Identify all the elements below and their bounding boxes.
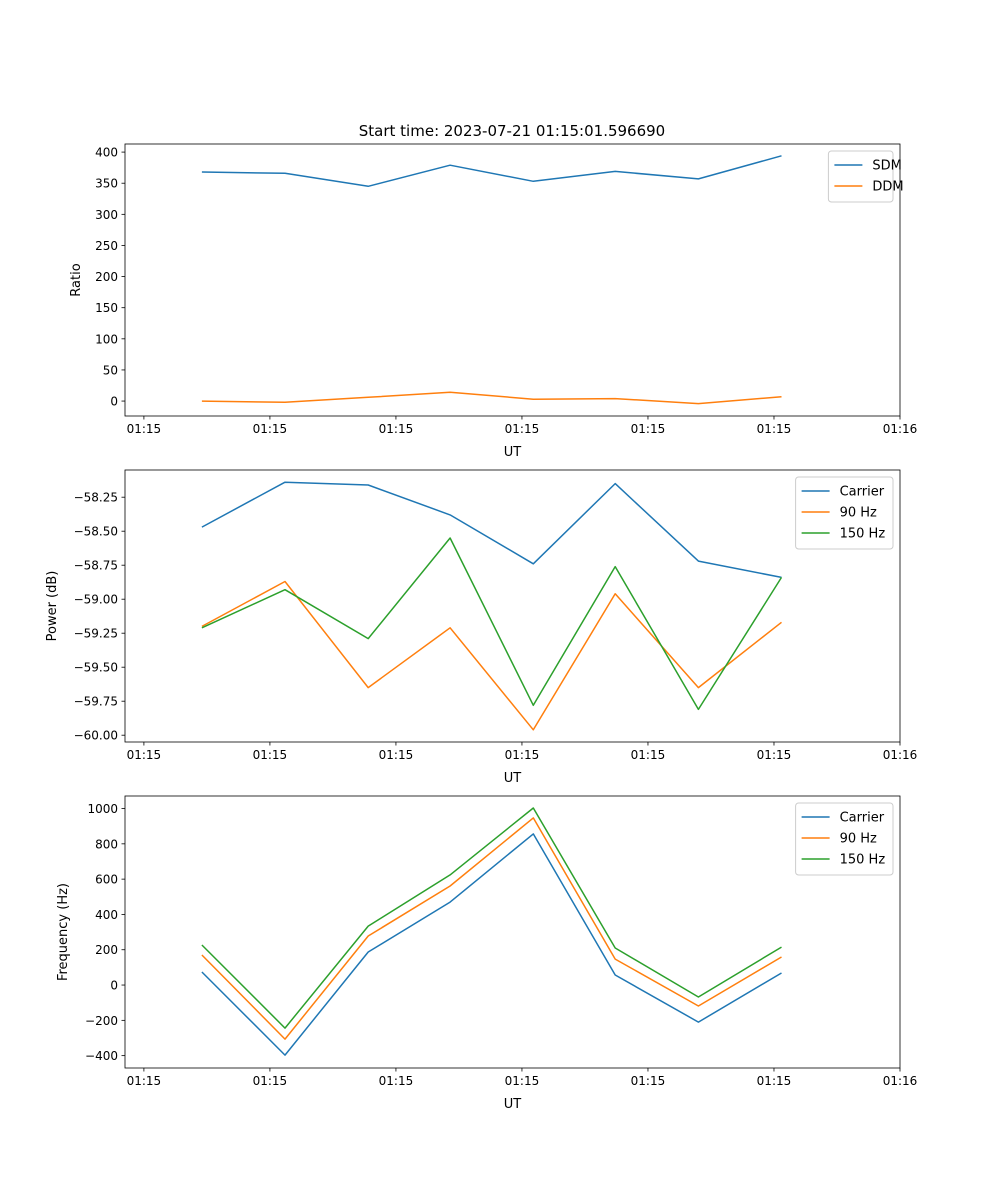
legend-label: SDM: [872, 159, 901, 174]
legend-label: 150 Hz: [840, 527, 886, 542]
x-tick-label: 01:15: [379, 1074, 414, 1088]
x-tick-label: 01:15: [379, 422, 414, 436]
x-axis-label: UT: [504, 445, 522, 460]
x-tick-label: 01:15: [505, 422, 540, 436]
x-tick-label: 01:16: [883, 748, 918, 762]
x-tick-label: 01:15: [757, 1074, 792, 1088]
x-tick-label: 01:15: [757, 748, 792, 762]
y-tick-label: 100: [95, 332, 118, 346]
subplot-2: 01:15 01:15 01:15 01:15 01:15 01:15 01:16 −60.0…: [45, 469, 918, 786]
figure-title: Start time: 2023-07-21 01:15:01.596690: [359, 122, 665, 140]
series-line-carrier: [201, 833, 782, 1056]
x-tick-label: 01:15: [127, 1074, 162, 1088]
series-line-carrier: [201, 481, 782, 579]
x-tick-label: 01:15: [505, 748, 540, 762]
series-line-90-hz: [201, 817, 782, 1040]
x-tick-label: 01:15: [505, 1074, 540, 1088]
y-axis-label: Power (dB): [45, 571, 60, 642]
y-tick-label: 800: [95, 837, 118, 851]
y-tick-label: −400: [85, 1049, 118, 1063]
legend: Carrier 90 Hz 150 Hz: [795, 802, 894, 876]
x-axis-label: UT: [504, 771, 522, 786]
legend-label: Carrier: [840, 811, 885, 826]
x-tick-label: 01:15: [379, 748, 414, 762]
y-tick-label: −59.50: [74, 661, 118, 675]
y-tick-label: 1000: [87, 802, 118, 816]
series-line-ddm: [201, 391, 782, 405]
x-axis-label: UT: [504, 1097, 522, 1112]
y-tick-label: −59.25: [74, 627, 118, 641]
x-tick-label: 01:15: [127, 422, 162, 436]
subplot-3: 01:15 01:15 01:15 01:15 01:15 01:15 01:16 −400 −…: [56, 795, 918, 1112]
x-tick-label: 01:15: [631, 1074, 666, 1088]
x-tick-label: 01:16: [883, 1074, 918, 1088]
subplot-1: 01:15 01:15 01:15 01:15 01:15 01:15 01:16 0 50 10…: [69, 143, 918, 460]
x-tick-label: 01:15: [127, 748, 162, 762]
y-axis-label: Ratio: [69, 263, 84, 296]
x-tick-label: 01:15: [253, 422, 288, 436]
legend-label: Carrier: [840, 485, 885, 500]
x-tick-label: 01:15: [631, 748, 666, 762]
x-tick-label: 01:15: [631, 422, 666, 436]
x-tick-label: 01:16: [883, 422, 918, 436]
legend-label: 90 Hz: [840, 506, 877, 521]
legend-box: [827, 150, 894, 203]
y-tick-label: −60.00: [74, 729, 118, 743]
legend-label: DDM: [872, 180, 903, 195]
y-tick-label: 350: [95, 177, 118, 191]
legend-box: [795, 802, 894, 876]
series-line-150-hz: [201, 807, 782, 1029]
x-tick-label: 01:15: [253, 1074, 288, 1088]
y-axis-label: Frequency (Hz): [56, 883, 71, 981]
y-tick-label: 250: [95, 239, 118, 253]
y-tick-label: 200: [95, 270, 118, 284]
axes-frame: [124, 143, 901, 417]
y-tick-label: −58.75: [74, 559, 118, 573]
legend-label: 90 Hz: [840, 832, 877, 847]
legend-label: 150 Hz: [840, 853, 886, 868]
axes-frame: [124, 795, 901, 1069]
legend-box: [795, 476, 894, 550]
legend: SDM DDM: [827, 150, 904, 203]
y-tick-label: 50: [103, 363, 118, 377]
series-line-90-hz: [201, 580, 782, 731]
axes-frame: [124, 469, 901, 743]
legend: Carrier 90 Hz 150 Hz: [795, 476, 894, 550]
y-tick-label: 300: [95, 208, 118, 222]
series-line-150-hz: [201, 537, 783, 711]
x-tick-label: 01:15: [253, 748, 288, 762]
y-tick-label: 0: [110, 979, 118, 993]
x-tick-label: 01:15: [757, 422, 792, 436]
y-tick-label: 400: [95, 146, 118, 160]
series-line-sdm: [201, 155, 782, 188]
y-tick-label: −58.50: [74, 525, 118, 539]
y-tick-label: 200: [95, 943, 118, 957]
y-tick-label: 150: [95, 301, 118, 315]
y-tick-label: −200: [85, 1014, 118, 1028]
y-tick-label: −59.75: [74, 695, 118, 709]
y-tick-label: 400: [95, 908, 118, 922]
y-tick-label: 600: [95, 873, 118, 887]
y-tick-label: −58.25: [74, 491, 118, 505]
y-tick-label: 0: [110, 395, 118, 409]
y-tick-label: −59.00: [74, 593, 118, 607]
